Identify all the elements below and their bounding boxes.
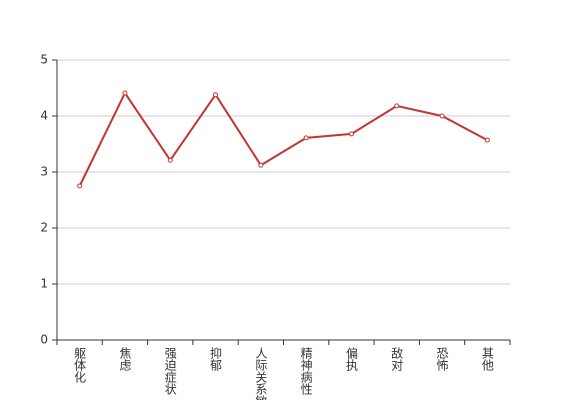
x-tick-label: 其他 xyxy=(480,347,494,371)
point xyxy=(213,92,219,98)
x-tick-label: 躯体化 xyxy=(73,346,87,384)
y-tick-label: 4 xyxy=(40,109,48,123)
point xyxy=(348,131,354,137)
x-tick-label: 焦虑 xyxy=(118,347,132,371)
y-tick-label: 0 xyxy=(40,333,48,347)
point xyxy=(439,113,445,119)
x-tick-label: 恐怖 xyxy=(435,347,449,371)
y-tick-label: 1 xyxy=(40,277,48,291)
x-tick-label: 敌对 xyxy=(390,346,404,371)
x-tick-label: 偏执 xyxy=(344,346,358,372)
x-tick-label: 人际关系敏感 xyxy=(254,347,268,400)
x-tick-label: 精神病性 xyxy=(299,347,313,396)
point xyxy=(122,90,128,96)
y-tick-label: 2 xyxy=(40,221,48,235)
point xyxy=(394,103,400,109)
point xyxy=(258,162,264,168)
point xyxy=(484,137,490,143)
point xyxy=(77,183,83,189)
x-tick-label: 强迫症状 xyxy=(163,347,177,395)
x-tick-label: 抑郁 xyxy=(209,346,223,372)
point xyxy=(167,157,173,163)
y-tick-label: 5 xyxy=(40,53,48,67)
line xyxy=(78,91,488,187)
point xyxy=(303,135,309,141)
y-tick-label: 3 xyxy=(40,165,48,179)
